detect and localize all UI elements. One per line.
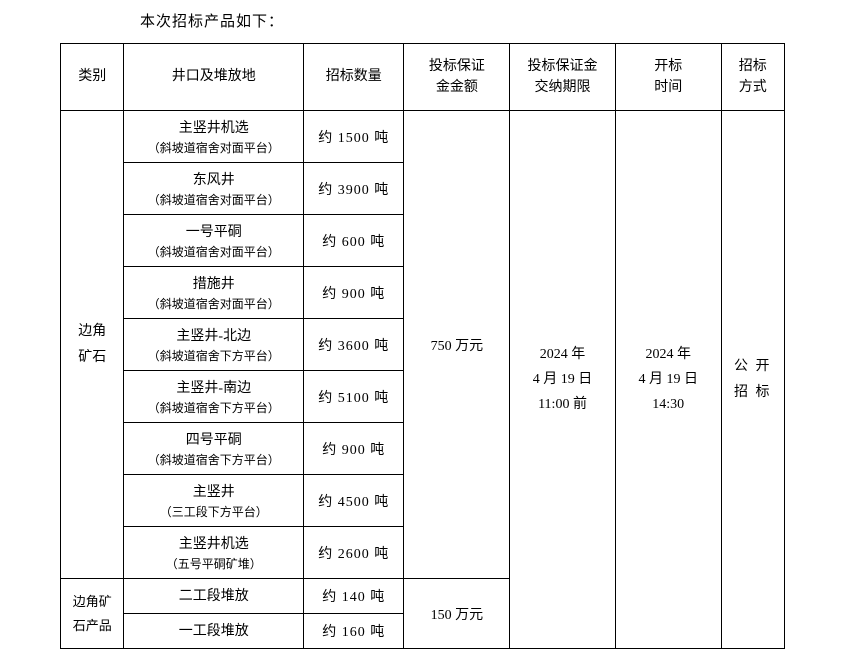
location-cell: 一工段堆放 [124, 614, 304, 649]
location-main: 东风井 [126, 169, 301, 191]
location-main: 一号平硐 [126, 221, 301, 243]
deposit-amount-cell: 150 万元 [404, 579, 510, 649]
location-sub: （斜坡道宿舍对面平台） [126, 139, 301, 156]
quantity-cell: 约 600 吨 [304, 215, 404, 267]
location-sub: （斜坡道宿舍对面平台） [126, 243, 301, 260]
location-sub: （斜坡道宿舍下方平台） [126, 347, 301, 364]
location-main: 主竖井机选 [126, 533, 301, 555]
quantity-cell: 约 2600 吨 [304, 527, 404, 579]
location-cell: 措施井（斜坡道宿舍对面平台） [124, 267, 304, 319]
quantity-cell: 约 160 吨 [304, 614, 404, 649]
table-body: 边角矿石主竖井机选（斜坡道宿舍对面平台）约 1500 吨750 万元2024 年… [61, 111, 785, 649]
location-main: 二工段堆放 [126, 585, 301, 607]
location-cell: 东风井（斜坡道宿舍对面平台） [124, 163, 304, 215]
method-cell: 公 开招 标 [721, 111, 784, 649]
location-cell: 四号平硐（斜坡道宿舍下方平台） [124, 423, 304, 475]
quantity-cell: 约 900 吨 [304, 423, 404, 475]
header-method: 招标方式 [721, 44, 784, 111]
table-row: 边角矿石主竖井机选（斜坡道宿舍对面平台）约 1500 吨750 万元2024 年… [61, 111, 785, 163]
location-main: 措施井 [126, 273, 301, 295]
location-main: 主竖井 [126, 481, 301, 503]
header-deposit-amount: 投标保证金金额 [404, 44, 510, 111]
quantity-cell: 约 3600 吨 [304, 319, 404, 371]
bidding-table: 类别 井口及堆放地 招标数量 投标保证金金额 投标保证金交纳期限 开标时间 招标… [60, 43, 785, 649]
location-main: 主竖井-南边 [126, 377, 301, 399]
opening-time-cell: 2024 年4 月 19 日14:30 [615, 111, 721, 649]
deposit-amount-cell: 750 万元 [404, 111, 510, 579]
quantity-cell: 约 140 吨 [304, 579, 404, 614]
location-main: 四号平硐 [126, 429, 301, 451]
location-cell: 主竖井（三工段下方平台） [124, 475, 304, 527]
category-cell: 边角矿石产品 [61, 579, 124, 649]
header-row: 类别 井口及堆放地 招标数量 投标保证金金额 投标保证金交纳期限 开标时间 招标… [61, 44, 785, 111]
location-sub: （三工段下方平台） [126, 503, 301, 520]
category-cell: 边角矿石 [61, 111, 124, 579]
deposit-deadline-cell: 2024 年4 月 19 日11:00 前 [510, 111, 616, 649]
quantity-cell: 约 4500 吨 [304, 475, 404, 527]
quantity-cell: 约 3900 吨 [304, 163, 404, 215]
location-cell: 主竖井-北边（斜坡道宿舍下方平台） [124, 319, 304, 371]
location-sub: （五号平硐矿堆） [126, 555, 301, 572]
header-opening-time: 开标时间 [615, 44, 721, 111]
location-cell: 主竖井-南边（斜坡道宿舍下方平台） [124, 371, 304, 423]
location-sub: （斜坡道宿舍下方平台） [126, 399, 301, 416]
quantity-cell: 约 5100 吨 [304, 371, 404, 423]
quantity-cell: 约 900 吨 [304, 267, 404, 319]
document-title: 本次招标产品如下： [140, 10, 785, 31]
header-quantity: 招标数量 [304, 44, 404, 111]
header-deposit-deadline: 投标保证金交纳期限 [510, 44, 616, 111]
quantity-cell: 约 1500 吨 [304, 111, 404, 163]
header-location: 井口及堆放地 [124, 44, 304, 111]
location-cell: 二工段堆放 [124, 579, 304, 614]
header-category: 类别 [61, 44, 124, 111]
location-sub: （斜坡道宿舍对面平台） [126, 295, 301, 312]
location-cell: 主竖井机选（五号平硐矿堆） [124, 527, 304, 579]
location-main: 主竖井-北边 [126, 325, 301, 347]
location-main: 一工段堆放 [126, 620, 301, 642]
location-main: 主竖井机选 [126, 117, 301, 139]
location-cell: 一号平硐（斜坡道宿舍对面平台） [124, 215, 304, 267]
location-sub: （斜坡道宿舍下方平台） [126, 451, 301, 468]
location-sub: （斜坡道宿舍对面平台） [126, 191, 301, 208]
location-cell: 主竖井机选（斜坡道宿舍对面平台） [124, 111, 304, 163]
